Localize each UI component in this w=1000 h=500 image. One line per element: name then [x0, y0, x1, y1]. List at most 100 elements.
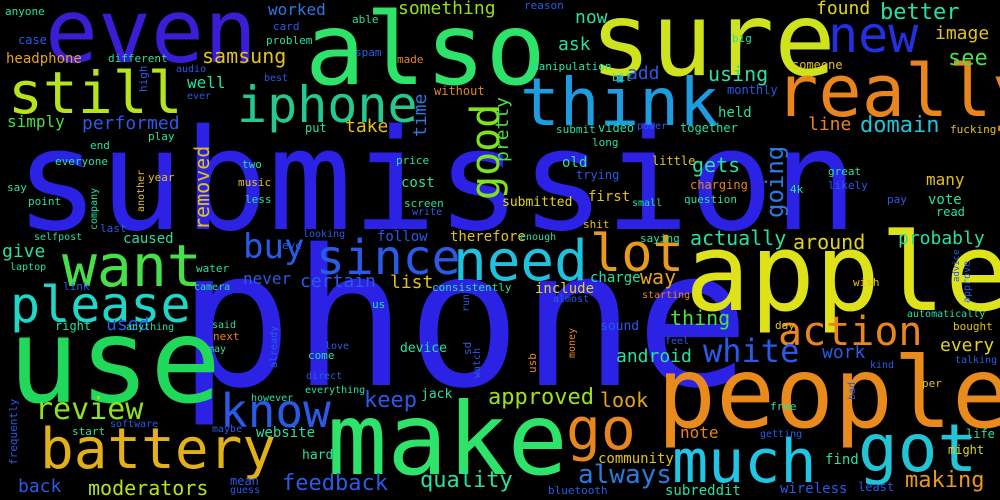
word-likely: likely: [828, 179, 868, 192]
word-manipulation: manipulation: [532, 60, 612, 73]
word-case: case: [18, 33, 47, 47]
word-sure: sure: [590, 0, 836, 100]
word-charge: charge: [590, 270, 641, 286]
word-pretty: pretty: [492, 96, 513, 162]
word-everyone: everyone: [55, 155, 108, 168]
word-got: got: [858, 410, 978, 487]
word-now: now: [575, 7, 608, 28]
word-play: play: [148, 130, 175, 143]
word-made: made: [397, 53, 424, 66]
word-next: next: [213, 330, 240, 343]
word-submission: submission: [15, 100, 858, 263]
word-together: together: [680, 121, 738, 135]
word-selfpost: selfpost: [34, 232, 83, 243]
word-quality: quality: [420, 468, 513, 493]
word-someone: someone: [792, 58, 843, 72]
word-power: power: [637, 121, 668, 132]
word-start: start: [72, 425, 106, 438]
word-link: link: [63, 280, 90, 293]
word-certain: certain: [300, 271, 376, 292]
word-performed: performed: [82, 113, 180, 134]
word-people: people: [657, 337, 1000, 451]
word-best: best: [264, 73, 289, 84]
word-lot: lot: [590, 224, 684, 284]
word-spam: spam: [355, 46, 382, 59]
word-really: really: [775, 49, 1000, 133]
word-feel: feel: [665, 336, 690, 347]
word-keep: keep: [364, 388, 417, 413]
word-community: community: [598, 451, 674, 467]
word-great: great: [828, 165, 862, 178]
word-every: every: [940, 335, 995, 356]
word-put: put: [305, 121, 327, 135]
word-last: last: [100, 222, 127, 235]
word-look: look: [600, 388, 649, 412]
word-headphone: headphone: [6, 51, 82, 67]
word-consistently: consistently: [432, 281, 512, 294]
word-gets: gets: [692, 153, 741, 177]
word-said: said: [212, 320, 237, 331]
word-getting: getting: [760, 429, 803, 440]
word-first: first: [588, 189, 631, 205]
word-well: well: [187, 73, 226, 92]
word-camera: camera: [194, 282, 231, 293]
word-monthly: monthly: [727, 83, 778, 97]
word-company: company: [89, 187, 100, 230]
word-another: another: [136, 169, 147, 212]
word-however: however: [251, 393, 294, 404]
word-better: better: [880, 0, 960, 25]
word-know: know: [220, 384, 331, 438]
word-note: note: [680, 423, 719, 442]
word-laptop: laptop: [10, 262, 47, 273]
word-pay: pay: [887, 193, 907, 206]
word-saying: saying: [640, 232, 680, 245]
word-music: music: [238, 176, 272, 189]
word-automatically: automatically: [907, 309, 986, 320]
word-used: used: [106, 314, 150, 335]
word-water: water: [196, 262, 230, 275]
word-follow: follow: [377, 229, 428, 245]
word-apple: apple: [685, 211, 1000, 336]
word-love: love: [325, 341, 350, 352]
word-subreddit: subreddit: [665, 483, 741, 499]
word-anything: anything: [126, 322, 175, 333]
word-reason: reason: [524, 0, 564, 12]
word-fucking: fucking: [950, 123, 997, 136]
word-many: many: [926, 170, 965, 189]
word-able: able: [352, 13, 379, 26]
word-different: different: [108, 52, 168, 65]
word-probably: probably: [898, 228, 985, 249]
word-per: per: [922, 377, 942, 390]
word-approved: approved: [488, 385, 594, 410]
word-big: big: [732, 32, 752, 45]
word-iphone: iphone: [237, 76, 418, 134]
word-battery: battery: [40, 417, 277, 482]
word-please: please: [10, 276, 191, 334]
word-vote: vote: [928, 192, 962, 208]
word-might: might: [948, 443, 985, 457]
word-submit: submit: [556, 123, 596, 136]
word-find: find: [825, 452, 859, 468]
word-list: list: [390, 272, 434, 293]
word-small: small: [632, 198, 663, 209]
word-problem: problem: [266, 34, 313, 47]
word-found: found: [816, 0, 871, 19]
word-worked: worked: [268, 0, 326, 19]
word-device: device: [400, 341, 447, 356]
word-submitted: submitted: [502, 195, 573, 210]
word-see: see: [948, 46, 988, 71]
word-domain: domain: [860, 113, 940, 138]
word-phone: phone: [178, 209, 750, 430]
word-high: high: [137, 65, 150, 93]
word-already: already: [269, 325, 280, 368]
word-since: since: [316, 230, 461, 286]
word-use: use: [8, 292, 222, 430]
word-something: something: [398, 0, 496, 19]
word-think: think: [520, 64, 719, 141]
word-least: least: [858, 480, 895, 494]
word-read: read: [936, 205, 965, 219]
word-direct: direct: [306, 371, 343, 382]
word-end: end: [90, 139, 110, 152]
word-card: card: [273, 20, 300, 33]
word-screen: screen: [404, 197, 444, 210]
